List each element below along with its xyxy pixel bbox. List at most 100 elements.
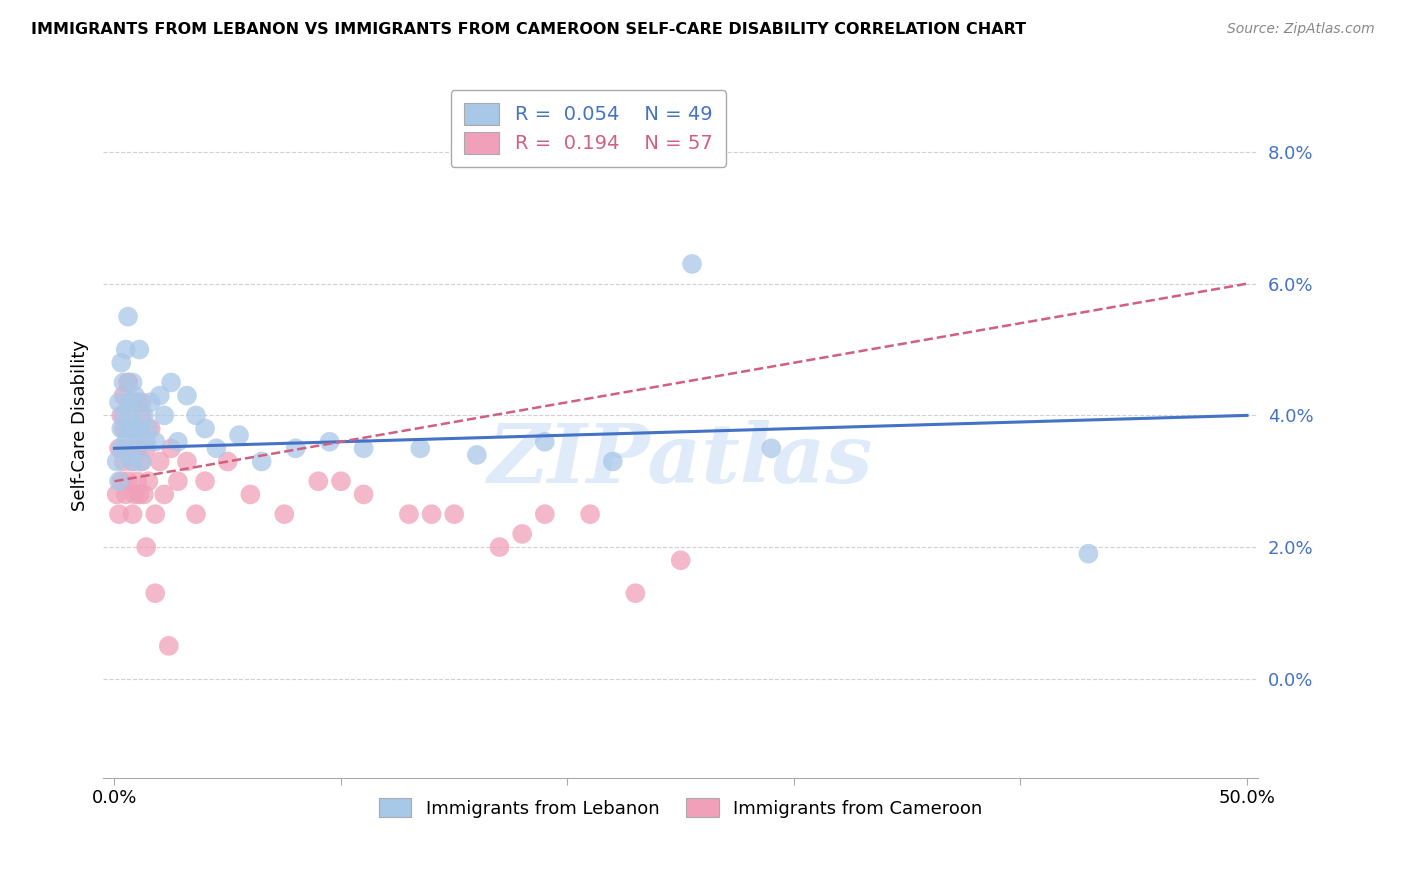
Point	[121, 454, 143, 468]
Point	[120, 409, 142, 423]
Point	[110, 475, 132, 489]
Point	[624, 586, 647, 600]
Point	[121, 395, 143, 409]
Point	[1077, 547, 1099, 561]
Point	[184, 409, 207, 423]
Point	[105, 487, 128, 501]
Point	[131, 454, 153, 468]
Point	[153, 487, 176, 501]
Point	[127, 395, 149, 409]
Point	[176, 389, 198, 403]
Point	[228, 428, 250, 442]
Y-axis label: Self-Care Disability: Self-Care Disability	[72, 340, 89, 511]
Point	[121, 507, 143, 521]
Point	[128, 343, 150, 357]
Point	[112, 376, 135, 390]
Point	[138, 421, 160, 435]
Point	[330, 475, 353, 489]
Point	[117, 376, 139, 390]
Point	[510, 527, 533, 541]
Point	[205, 442, 228, 456]
Point	[124, 487, 146, 501]
Point	[105, 454, 128, 468]
Point	[110, 356, 132, 370]
Point	[602, 454, 624, 468]
Point	[318, 434, 340, 449]
Text: IMMIGRANTS FROM LEBANON VS IMMIGRANTS FROM CAMEROON SELF-CARE DISABILITY CORRELA: IMMIGRANTS FROM LEBANON VS IMMIGRANTS FR…	[31, 22, 1026, 37]
Point	[114, 343, 136, 357]
Point	[108, 475, 131, 489]
Text: ZIPatlas: ZIPatlas	[488, 420, 873, 500]
Point	[117, 475, 139, 489]
Point	[114, 487, 136, 501]
Point	[110, 421, 132, 435]
Point	[112, 389, 135, 403]
Point	[128, 487, 150, 501]
Point	[488, 540, 510, 554]
Point	[533, 507, 555, 521]
Text: Source: ZipAtlas.com: Source: ZipAtlas.com	[1227, 22, 1375, 37]
Point	[194, 475, 217, 489]
Point	[153, 409, 176, 423]
Point	[149, 454, 172, 468]
Point	[138, 475, 160, 489]
Legend: Immigrants from Lebanon, Immigrants from Cameroon: Immigrants from Lebanon, Immigrants from…	[371, 790, 990, 825]
Point	[120, 395, 142, 409]
Point	[114, 434, 136, 449]
Point	[250, 454, 273, 468]
Point	[135, 442, 157, 456]
Point	[108, 395, 131, 409]
Point	[131, 395, 153, 409]
Point	[149, 389, 172, 403]
Point	[143, 434, 166, 449]
Point	[110, 442, 132, 456]
Point	[108, 442, 131, 456]
Point	[124, 421, 146, 435]
Point	[669, 553, 692, 567]
Point	[114, 442, 136, 456]
Point	[127, 434, 149, 449]
Point	[176, 454, 198, 468]
Point	[132, 487, 155, 501]
Point	[353, 487, 375, 501]
Point	[420, 507, 443, 521]
Point	[167, 434, 190, 449]
Point	[160, 376, 183, 390]
Point	[579, 507, 602, 521]
Point	[167, 475, 190, 489]
Point	[112, 421, 135, 435]
Point	[135, 434, 157, 449]
Point	[143, 586, 166, 600]
Point	[131, 409, 153, 423]
Point	[139, 395, 162, 409]
Point	[124, 421, 146, 435]
Point	[307, 475, 329, 489]
Point	[131, 454, 153, 468]
Point	[533, 434, 555, 449]
Point	[132, 409, 155, 423]
Point	[112, 454, 135, 468]
Point	[121, 376, 143, 390]
Point	[184, 507, 207, 521]
Point	[353, 442, 375, 456]
Point	[108, 507, 131, 521]
Point	[117, 421, 139, 435]
Point	[120, 421, 142, 435]
Point	[135, 540, 157, 554]
Point	[128, 421, 150, 435]
Point	[398, 507, 420, 521]
Point	[120, 448, 142, 462]
Point	[217, 454, 239, 468]
Point	[465, 448, 488, 462]
Point	[239, 487, 262, 501]
Point	[160, 442, 183, 456]
Point	[443, 507, 465, 521]
Point	[139, 421, 162, 435]
Point	[110, 409, 132, 423]
Point	[121, 454, 143, 468]
Point	[127, 395, 149, 409]
Point	[117, 376, 139, 390]
Point	[194, 421, 217, 435]
Point	[127, 475, 149, 489]
Point	[124, 389, 146, 403]
